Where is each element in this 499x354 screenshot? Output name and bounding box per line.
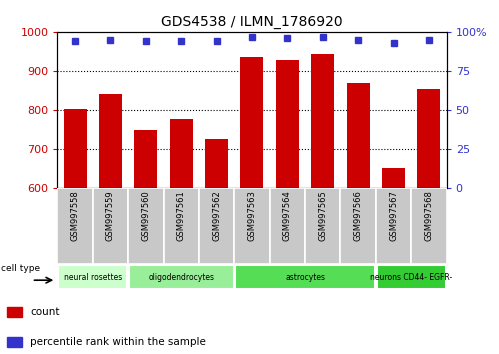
Text: GSM997568: GSM997568 [425, 190, 434, 241]
Bar [205, 139, 228, 354]
Bar [347, 83, 370, 354]
Text: GSM997566: GSM997566 [354, 190, 363, 241]
Bar [93, 188, 128, 264]
Text: GSM997563: GSM997563 [248, 190, 256, 241]
Text: GSM997559: GSM997559 [106, 190, 115, 240]
Bar [276, 59, 299, 354]
Text: astrocytes: astrocytes [285, 273, 325, 281]
Bar [99, 94, 122, 354]
Bar [199, 188, 235, 264]
Text: GSM997561: GSM997561 [177, 190, 186, 241]
Text: neurons CD44- EGFR-: neurons CD44- EGFR- [370, 273, 453, 281]
Bar [170, 119, 193, 354]
Bar [382, 168, 405, 354]
Text: percentile rank within the sample: percentile rank within the sample [30, 337, 206, 347]
Text: GSM997558: GSM997558 [70, 190, 79, 241]
Bar [58, 265, 127, 289]
Bar [305, 188, 340, 264]
Bar [134, 130, 157, 354]
Bar [340, 188, 376, 264]
Bar [57, 188, 93, 264]
Bar [418, 90, 441, 354]
Text: GSM997560: GSM997560 [141, 190, 150, 241]
Bar [241, 57, 263, 354]
Text: neural rosettes: neural rosettes [64, 273, 122, 281]
Bar [269, 188, 305, 264]
Text: count: count [30, 307, 59, 317]
Bar [129, 265, 234, 289]
Text: GSM997567: GSM997567 [389, 190, 398, 241]
Bar [376, 188, 411, 264]
Bar [164, 188, 199, 264]
Text: GSM997564: GSM997564 [283, 190, 292, 241]
Bar [63, 109, 87, 354]
Text: GSM997562: GSM997562 [212, 190, 221, 241]
Text: cell type: cell type [1, 264, 40, 273]
Bar [411, 188, 447, 264]
Bar [311, 55, 334, 354]
Text: GSM997565: GSM997565 [318, 190, 327, 241]
Title: GDS4538 / ILMN_1786920: GDS4538 / ILMN_1786920 [161, 16, 343, 29]
Bar [235, 188, 269, 264]
Bar [235, 265, 375, 289]
Bar [7, 337, 22, 347]
Bar [377, 265, 446, 289]
Bar [128, 188, 164, 264]
Bar [7, 307, 22, 317]
Text: oligodendrocytes: oligodendrocytes [148, 273, 214, 281]
